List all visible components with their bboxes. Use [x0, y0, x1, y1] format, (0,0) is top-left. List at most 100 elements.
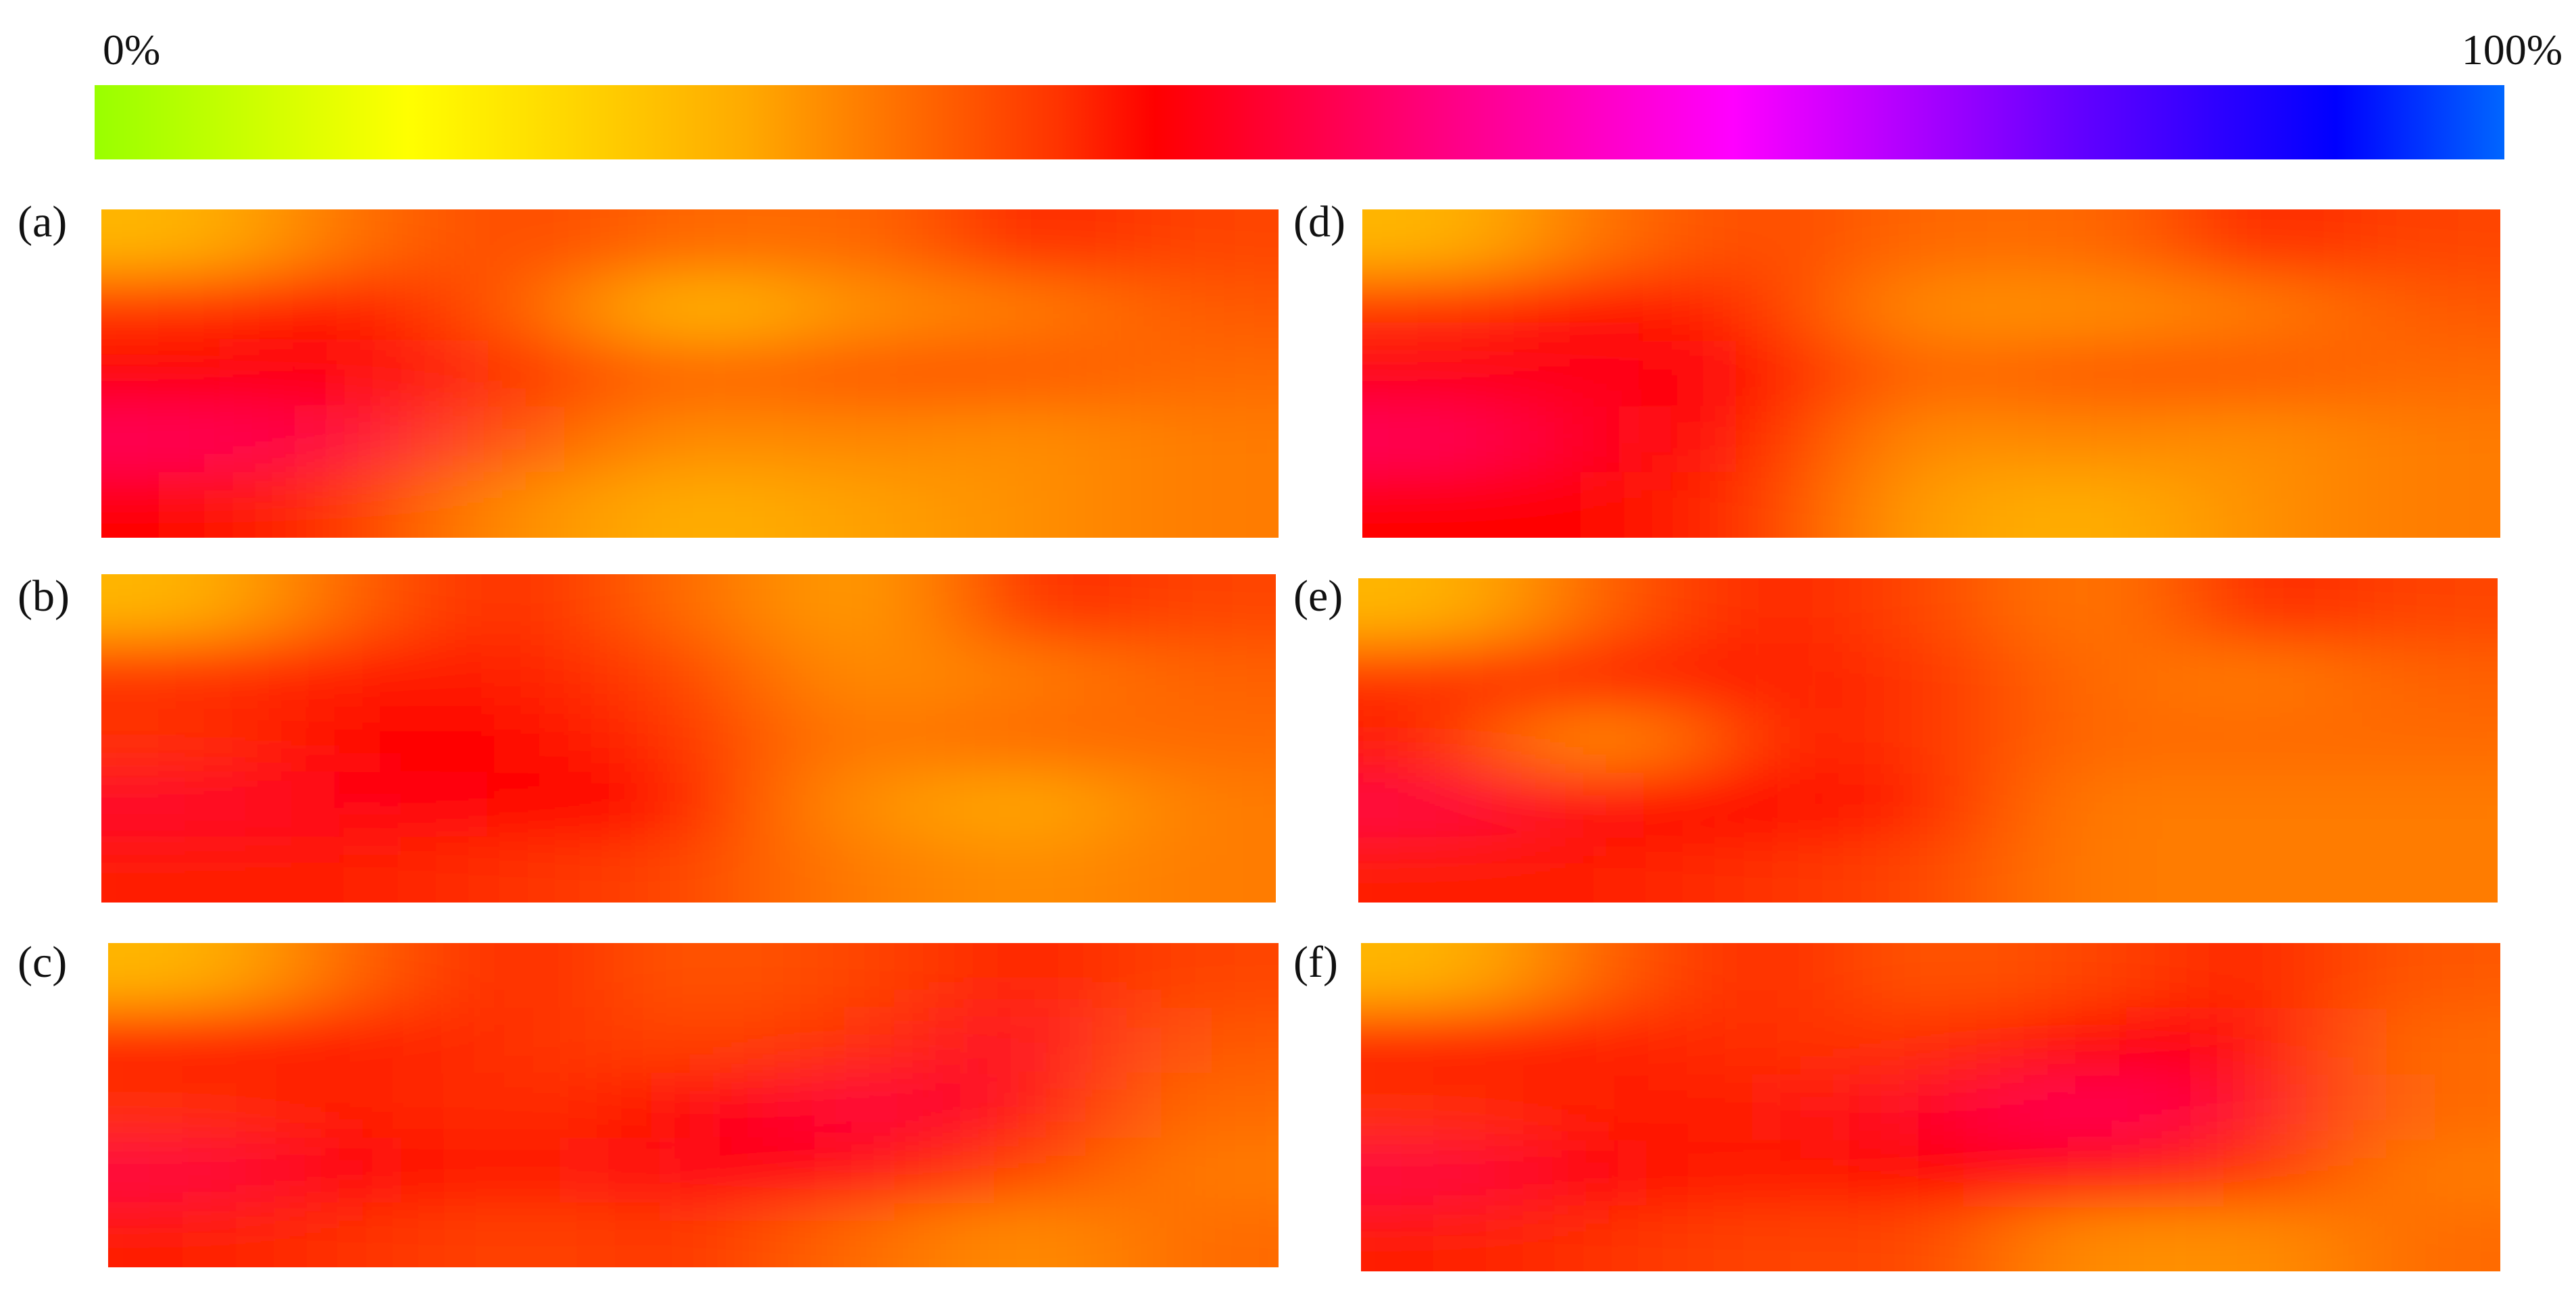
heatmap-cell: [942, 275, 1114, 342]
heatmap-cell: [437, 705, 608, 773]
heatmap-panel-d: [1362, 209, 2500, 538]
heatmap-cell: [1361, 1205, 1527, 1271]
heatmap-cell: [942, 406, 1114, 474]
heatmap-cell: [1683, 578, 1850, 644]
heatmap-cell: [944, 1008, 1115, 1074]
heatmap-cell: [774, 406, 946, 474]
heatmap-cell: [2009, 838, 2176, 903]
heatmap-cell: [101, 771, 273, 838]
heatmap-cell: [1849, 1140, 2016, 1207]
heatmap-cell: [1362, 340, 1529, 408]
heatmap-cell: [437, 406, 610, 474]
heatmap-cell: [774, 472, 946, 538]
heatmap-cell: [605, 209, 778, 277]
heatmap-cell: [605, 275, 778, 342]
heatmap-cell: [1525, 340, 1691, 408]
heatmap-cell: [944, 1073, 1115, 1139]
heatmap-cell: [2009, 578, 2176, 644]
heatmap-cell: [275, 1202, 446, 1267]
heatmap-cell: [1846, 578, 2013, 644]
heatmap-cell: [437, 640, 608, 707]
heatmap-cell: [772, 771, 944, 838]
heatmap-cell: [2337, 1205, 2500, 1271]
heatmap-cell: [437, 340, 610, 408]
heatmap-cell: [1686, 1009, 1853, 1076]
heatmap-cell: [604, 771, 776, 838]
heatmap-cell: [1850, 340, 2016, 408]
heatmap-cell: [1686, 1140, 1853, 1207]
heatmap-cell: [1525, 406, 1691, 474]
heatmap-cell: [940, 771, 1112, 838]
heatmap-cell: [610, 943, 781, 1009]
heatmap-cell: [1525, 472, 1691, 538]
heatmap-cell: [2009, 773, 2176, 839]
heatmap-cell: [2012, 1009, 2179, 1076]
heatmap-cell: [1520, 773, 1687, 839]
heatmap-cell: [101, 406, 273, 474]
heatmap-cell: [2012, 1074, 2179, 1142]
heatmap-cell: [1683, 708, 1850, 774]
heatmap-cell: [1111, 1008, 1279, 1074]
heatmap-cell: [269, 640, 441, 707]
heatmap-cell: [940, 640, 1112, 707]
heatmap-cell: [610, 1202, 781, 1267]
heatmap-cell: [1358, 838, 1525, 903]
heatmap-cell: [604, 836, 776, 903]
heatmap-cell: [1687, 406, 1854, 474]
heatmap-cell: [108, 1073, 279, 1139]
heatmap-cell: [2012, 1205, 2179, 1271]
heatmap-cell: [774, 275, 946, 342]
heatmap-cell: [1686, 1205, 1853, 1271]
heatmap-panel-c: [108, 943, 1279, 1267]
heatmap-cell: [442, 1202, 614, 1267]
heatmap-cell: [2335, 578, 2498, 644]
heatmap-cell: [1108, 771, 1276, 838]
heatmap-cell: [2337, 275, 2500, 342]
heatmap-cell: [269, 705, 441, 773]
panel-label-e: (e): [1293, 572, 1343, 621]
heatmap-cell: [1520, 838, 1687, 903]
heatmap-cell: [1850, 275, 2016, 342]
heatmap-cell: [2337, 943, 2500, 1011]
heatmap-cell: [1362, 472, 1529, 538]
heatmap-cell: [1110, 472, 1279, 538]
heatmap-cell: [442, 1138, 614, 1204]
heatmap-cell: [269, 836, 441, 903]
heatmap-cell: [776, 1073, 948, 1139]
heatmap-cell: [269, 406, 441, 474]
heatmap-cell: [108, 1008, 279, 1074]
heatmap-cell: [2337, 406, 2500, 474]
heatmap-cell: [1525, 209, 1691, 277]
panel-label-f: (f): [1293, 938, 1338, 987]
heatmap-cell: [2172, 643, 2338, 709]
heatmap-cell: [2175, 943, 2341, 1011]
heatmap-cell: [1849, 1074, 2016, 1142]
heatmap-cell: [1683, 643, 1850, 709]
panel-label-c: (c): [18, 938, 68, 987]
heatmap-cell: [442, 1073, 614, 1139]
heatmap-cell: [772, 705, 944, 773]
heatmap-cell: [1520, 708, 1687, 774]
heatmap-cell: [1683, 773, 1850, 839]
heatmap-cell: [101, 275, 273, 342]
heatmap-cell: [2012, 340, 2179, 408]
heatmap-cell: [1520, 643, 1687, 709]
heatmap-cell: [2175, 275, 2342, 342]
heatmap-cell: [1358, 578, 1525, 644]
heatmap-cell: [269, 472, 441, 538]
colorbar-min-label: 0%: [103, 26, 161, 74]
heatmap-cell: [269, 275, 441, 342]
heatmap-cell: [1850, 209, 2016, 277]
heatmap-cell: [1849, 1205, 2016, 1271]
heatmap-cell: [269, 209, 441, 277]
heatmap-cell: [1111, 943, 1279, 1009]
heatmap-cell: [269, 574, 441, 642]
heatmap-cell: [437, 275, 610, 342]
heatmap-cell: [437, 836, 608, 903]
heatmap-cell: [1111, 1138, 1279, 1204]
heatmap-cell: [2012, 472, 2179, 538]
heatmap-cell: [2175, 1074, 2341, 1142]
heatmap-cell: [1361, 943, 1527, 1011]
heatmap-cell: [1846, 838, 2013, 903]
heatmap-cell: [269, 771, 441, 838]
